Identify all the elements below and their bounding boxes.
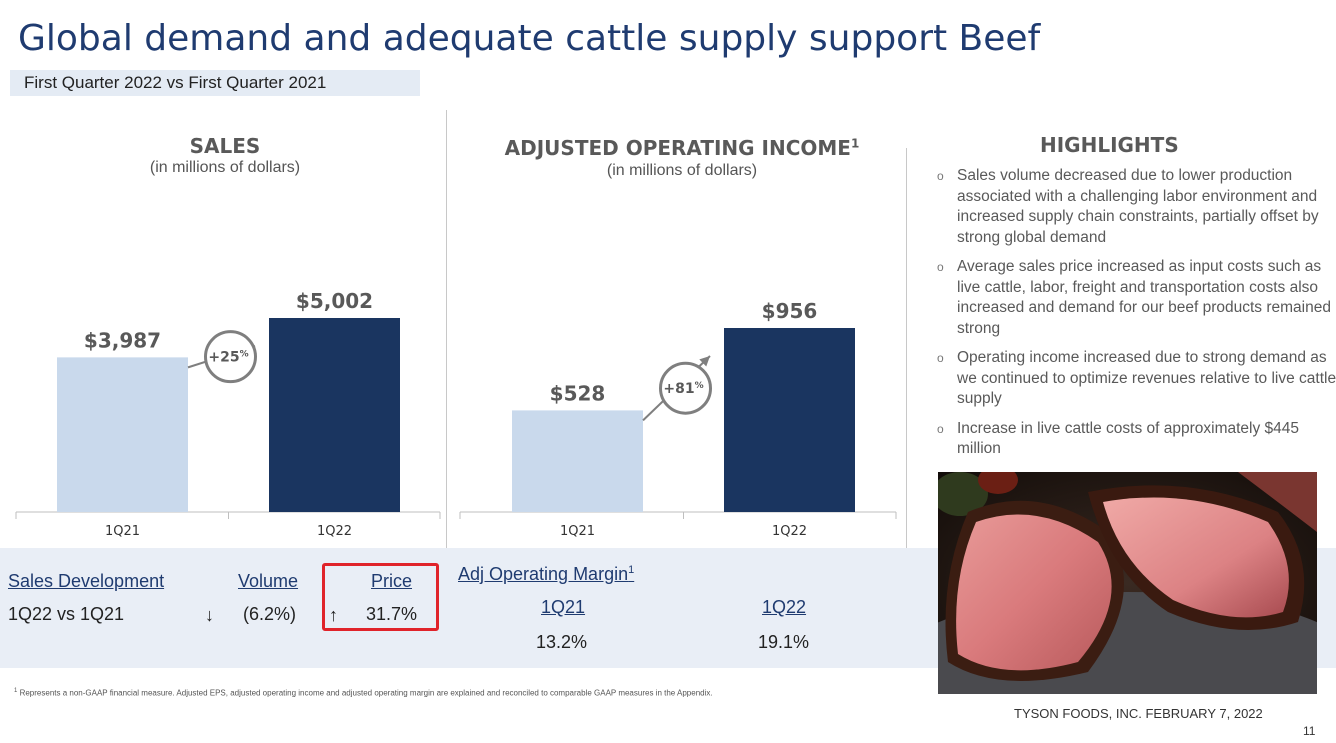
highlight-text: Increase in live cattle costs of approxi… — [957, 419, 1300, 458]
aoi-chart-plot: $528 1Q21 $956 1Q22 +81% — [459, 299, 897, 539]
growth-label: +25% — [208, 350, 248, 366]
beef-photo — [938, 472, 1317, 694]
subtitle-band — [10, 70, 420, 96]
data-label: $528 — [550, 381, 606, 405]
sales-chart-title: SALES — [189, 134, 261, 158]
highlight-text: Sales volume decreased due to lower prod… — [957, 167, 1319, 246]
bar-1q22 — [269, 318, 400, 512]
margin-col-1q22-header: 1Q22 — [762, 597, 807, 617]
bullet-icon: o — [937, 351, 944, 365]
highlight-text: Operating income increased due to strong… — [957, 349, 1336, 407]
down-arrow-icon: ↓ — [205, 605, 214, 625]
page-title: Global demand and adequate cattle supply… — [18, 18, 1041, 59]
sales-chart-plot: $3,987 1Q21 $5,002 1Q22 +25% — [15, 289, 441, 539]
comparison-label: 1Q22 vs 1Q21 — [8, 604, 125, 624]
volume-header: Volume — [238, 571, 299, 591]
x-tick-label: 1Q22 — [317, 524, 352, 539]
up-arrow-icon: ↑ — [329, 605, 338, 625]
highlights-title: HIGHLIGHTS — [1040, 133, 1179, 157]
divider-line — [446, 110, 447, 658]
x-tick-label: 1Q22 — [772, 524, 807, 539]
highlight-item: o Average sales price increased as input … — [934, 257, 1336, 339]
page-number: 11 — [1303, 724, 1316, 738]
aoi-chart-title-footnote-mark: 1 — [850, 136, 860, 151]
highlight-item: o Operating income increased due to stron… — [934, 348, 1336, 410]
sales-chart-units: (in millions of dollars) — [149, 159, 301, 176]
growth-circle — [659, 361, 712, 415]
margin-col-1q21-header: 1Q21 — [541, 597, 586, 617]
bar-1q22 — [724, 328, 855, 512]
footnote-mark: 1 — [14, 688, 18, 694]
highlight-text: Average sales price increased as input c… — [957, 258, 1331, 337]
aoi-chart-units: (in millions of dollars) — [606, 162, 758, 179]
data-label: $3,987 — [84, 328, 161, 352]
data-label: $5,002 — [296, 289, 373, 313]
x-tick-label: 1Q21 — [560, 524, 595, 539]
highlights-list: o Sales volume decreased due to lower pro… — [934, 166, 1336, 469]
bar-1q21 — [57, 357, 188, 512]
growth-label: +81% — [663, 381, 703, 397]
price-highlight-box — [322, 563, 439, 631]
price-value: 31.7% — [366, 604, 418, 624]
growth-circle — [204, 330, 257, 384]
adj-margin-header-text: Adj Operating Margin — [458, 564, 629, 584]
margin-1q22-value: 19.1% — [758, 632, 810, 652]
page-subtitle: First Quarter 2022 vs First Quarter 2021 — [24, 73, 327, 92]
aoi-chart-title-text: ADJUSTED OPERATING INCOME — [504, 136, 851, 160]
adj-margin-footnote-mark: 1 — [628, 564, 635, 576]
bullet-icon: o — [937, 421, 944, 436]
growth-unit: % — [240, 350, 249, 360]
x-tick-label: 1Q21 — [105, 524, 140, 539]
volume-value: (6.2%) — [243, 604, 297, 624]
company-date: TYSON FOODS, INC. FEBRUARY 7, 2022 — [1014, 706, 1263, 721]
data-label: $956 — [762, 299, 818, 323]
aoi-chart: ADJUSTED OPERATING INCOME1 (in millions … — [452, 133, 912, 553]
footnote-text: Represents a non-GAAP financial measure.… — [19, 688, 713, 698]
highlight-item: o Sales volume decreased due to lower pro… — [934, 166, 1336, 248]
bar-1q21 — [512, 410, 643, 512]
margin-1q21-value: 13.2% — [536, 632, 588, 652]
arrowhead-icon — [699, 356, 710, 367]
sales-chart: SALES (in millions of dollars) — [10, 130, 440, 548]
aoi-chart-title: ADJUSTED OPERATING INCOME1 — [452, 136, 912, 160]
beef-illustration — [938, 472, 1317, 694]
bullet-icon: o — [937, 169, 944, 183]
price-header: Price — [371, 571, 413, 591]
adj-margin-header: Adj Operating Margin1 — [458, 564, 634, 585]
divider-line — [906, 148, 907, 658]
footnote: 1 Represents a non-GAAP financial measur… — [14, 688, 713, 698]
highlight-item: o Increase in live cattle costs of approx… — [934, 419, 1336, 460]
bullet-icon: o — [937, 260, 944, 274]
growth-unit: % — [695, 381, 704, 391]
sales-development-header: Sales Development — [8, 571, 165, 591]
